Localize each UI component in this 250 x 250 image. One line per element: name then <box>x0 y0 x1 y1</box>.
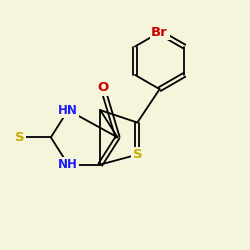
Text: NH: NH <box>58 158 78 171</box>
Text: Br: Br <box>151 26 168 39</box>
Text: S: S <box>132 148 142 161</box>
Text: HN: HN <box>58 104 78 117</box>
Text: O: O <box>97 82 108 94</box>
Text: S: S <box>15 131 25 144</box>
